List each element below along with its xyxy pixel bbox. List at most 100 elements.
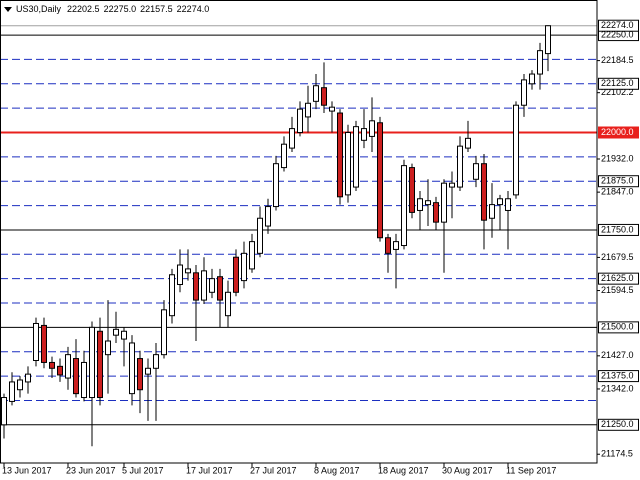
header-low: 22157.5 (140, 4, 173, 14)
candle-body (233, 256, 239, 293)
level-label: 21500.0 (601, 322, 634, 332)
candle-body (265, 206, 271, 227)
candle-body (289, 128, 295, 149)
chart-header: US30,Daily 22202.5 22275.0 22157.5 22274.0 (16, 4, 209, 14)
candle-body (249, 241, 255, 270)
price-label-box (598, 19, 639, 32)
header-high: 22275.0 (104, 4, 137, 14)
candle-body (161, 309, 167, 356)
candle-body (521, 79, 527, 106)
candle-body (345, 132, 351, 196)
candle-body (297, 108, 303, 134)
level-label: 21750.0 (601, 224, 634, 234)
chart-frame (0, 0, 598, 464)
level-label-box (598, 126, 639, 139)
level-label: 21625.0 (601, 273, 634, 283)
candle-body (497, 198, 503, 206)
candle-body (65, 354, 71, 379)
y-tick-label: 21427.0 (601, 350, 634, 360)
candle-body (281, 143, 287, 169)
level-label: 22125.0 (601, 78, 634, 88)
candle-body (305, 102, 311, 118)
candle-body (97, 330, 103, 399)
candle-body (57, 365, 63, 376)
candle-body (529, 73, 535, 85)
y-tick-label: 21594.5 (601, 285, 634, 295)
x-tick-label: 11 Sep 2017 (506, 465, 556, 475)
y-tick-label: 21342.0 (601, 383, 634, 393)
level-label-box (598, 370, 639, 383)
candle-body (145, 367, 151, 375)
level-label-box (598, 272, 639, 285)
y-tick-label: 22184.5 (601, 55, 634, 65)
plot-area (0, 25, 597, 447)
x-tick-label: 17 Jul 2017 (186, 465, 233, 475)
level-label: 22000.0 (601, 127, 634, 137)
candle-body (313, 85, 319, 102)
candle-body (433, 202, 439, 223)
candle-body (505, 198, 511, 211)
level-label-box (598, 77, 639, 90)
candle-body (385, 237, 391, 254)
candle-body (177, 264, 183, 286)
candle-body (137, 358, 143, 391)
x-tick-label: 13 Jun 2017 (2, 465, 52, 475)
x-tick-label: 23 Jun 2017 (66, 465, 116, 475)
candle-body (105, 340, 111, 356)
candle-body (241, 252, 247, 282)
candle-body (513, 104, 519, 196)
candle-body (9, 381, 15, 402)
level-label-box (598, 418, 639, 431)
candle-body (465, 137, 471, 149)
candle-body (361, 128, 367, 141)
level-label: 21375.0 (601, 370, 634, 380)
candle-body (489, 204, 495, 219)
candle-body (1, 397, 7, 426)
candle-body (217, 276, 223, 301)
header-close: 22274.0 (177, 4, 210, 14)
candle-body (257, 217, 263, 254)
level-label: 22250.0 (601, 29, 634, 39)
price-axis: 22184.5 22102.2 21932.0 21847.0 21679.5 21594… (597, 19, 639, 459)
candle-body (449, 182, 455, 188)
x-tick-label: 18 Aug 2017 (378, 465, 429, 475)
y-tick-label: 21932.0 (601, 153, 634, 163)
candle-body (25, 373, 31, 383)
candle-body (457, 145, 463, 188)
candle-body (353, 126, 359, 188)
candle-body (441, 182, 447, 223)
price-label: 22274.0 (601, 20, 634, 30)
candle-body (209, 278, 215, 293)
candle-body (481, 163, 487, 221)
candle-body (417, 198, 423, 211)
candle-body (185, 268, 191, 274)
candle-body (273, 163, 279, 208)
candle-body (153, 354, 159, 369)
candle-body (169, 274, 175, 317)
candle-body (89, 326, 95, 399)
candle-body (537, 50, 543, 75)
y-tick-label: 21847.0 (601, 187, 634, 197)
menu-icon[interactable] (4, 7, 12, 12)
candle-body (17, 379, 23, 391)
candle-body (337, 112, 343, 198)
symbol: US30,Daily (16, 4, 62, 14)
y-tick-label: 21174.5 (601, 449, 633, 459)
level-label-box (598, 175, 639, 188)
level-label: 21250.0 (601, 419, 634, 429)
x-tick-label: 27 Jul 2017 (250, 465, 297, 475)
level-label-box (598, 321, 639, 334)
candle-body (81, 361, 87, 399)
y-tick-label: 22102.2 (601, 87, 634, 97)
level-label: 21875.0 (601, 176, 634, 186)
candle-body (473, 163, 479, 180)
candle-body (321, 87, 327, 106)
candle-body (49, 361, 55, 369)
candle-body (41, 324, 47, 363)
header-open: 22202.5 (67, 4, 100, 14)
candle-body (377, 122, 383, 239)
candle-body (193, 272, 199, 301)
candle-body (329, 106, 335, 112)
